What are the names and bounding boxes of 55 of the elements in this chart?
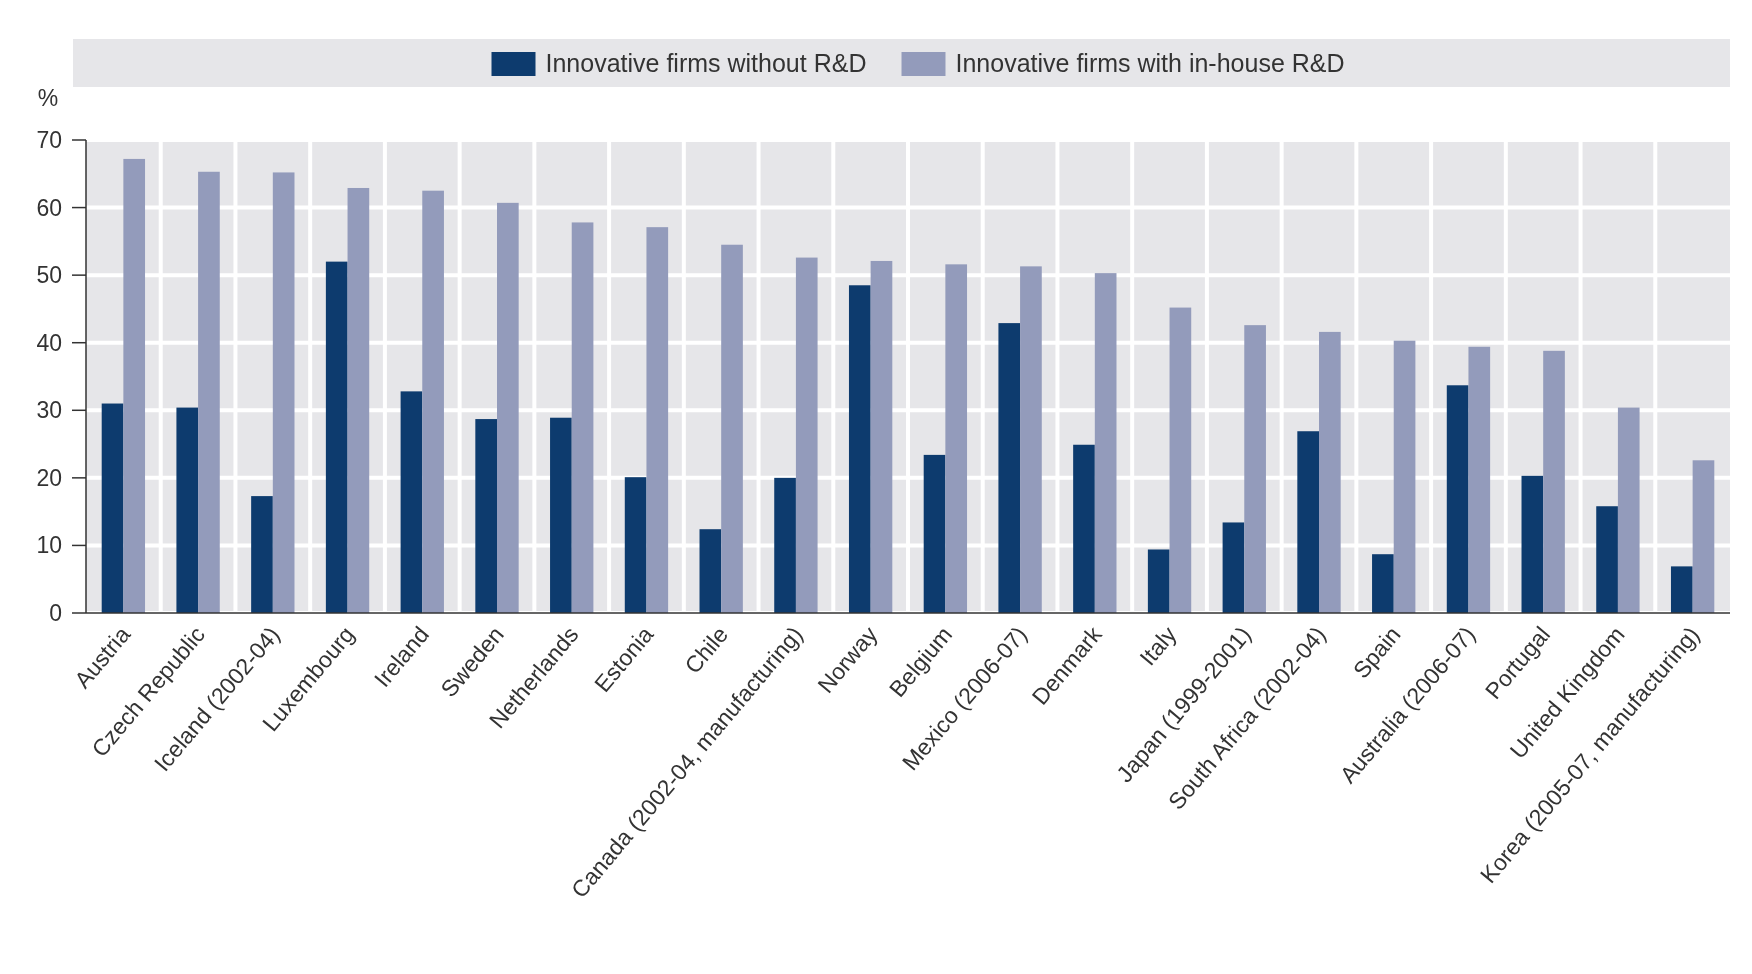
bar	[400, 391, 423, 613]
bar	[422, 190, 444, 613]
bar	[646, 227, 669, 613]
legend-label: Innovative firms without R&D	[545, 49, 867, 77]
bar	[1094, 273, 1117, 613]
bar	[699, 529, 722, 613]
bar	[325, 261, 348, 613]
legend-label: Innovative firms with in-house R&D	[955, 49, 1345, 77]
y-tick-label: 50	[36, 262, 62, 289]
y-tick-label: 10	[36, 532, 62, 559]
bar	[1468, 346, 1491, 613]
y-tick-label: 20	[36, 464, 62, 491]
bar	[1521, 475, 1544, 613]
y-axis-title: %	[37, 85, 59, 111]
bar	[1073, 444, 1095, 613]
bar	[1297, 431, 1319, 613]
bar	[123, 158, 146, 613]
bar	[795, 257, 818, 613]
bar	[1222, 522, 1245, 613]
bar	[1244, 325, 1266, 613]
bar	[272, 172, 295, 613]
bar	[1596, 506, 1618, 613]
bar	[1692, 460, 1715, 613]
bar	[870, 260, 893, 613]
bar	[1020, 266, 1042, 613]
bar	[475, 419, 497, 613]
bar	[1372, 554, 1394, 613]
y-tick-label: 70	[36, 127, 62, 154]
bar	[1670, 566, 1693, 613]
y-tick-label: 60	[36, 194, 62, 221]
bar	[176, 407, 199, 613]
bar	[774, 477, 796, 613]
bar	[198, 171, 220, 613]
bar	[1169, 307, 1192, 613]
bar	[848, 285, 871, 613]
bar	[923, 454, 946, 613]
bar	[1393, 340, 1416, 613]
bar	[347, 187, 370, 613]
bar	[624, 477, 647, 613]
bar	[1543, 350, 1565, 613]
bar	[1147, 549, 1170, 613]
bar	[1446, 385, 1469, 613]
y-tick-label: 40	[36, 329, 62, 356]
bar	[251, 496, 273, 613]
bar	[497, 202, 519, 613]
bar	[571, 222, 594, 613]
y-tick-label: 30	[36, 397, 62, 424]
bar	[550, 417, 572, 613]
y-tick-label: 0	[49, 600, 62, 627]
bar	[721, 244, 743, 613]
bar	[945, 264, 968, 613]
bar	[1319, 331, 1341, 613]
bar	[101, 403, 124, 613]
bar	[1617, 407, 1640, 613]
bar	[998, 323, 1021, 613]
